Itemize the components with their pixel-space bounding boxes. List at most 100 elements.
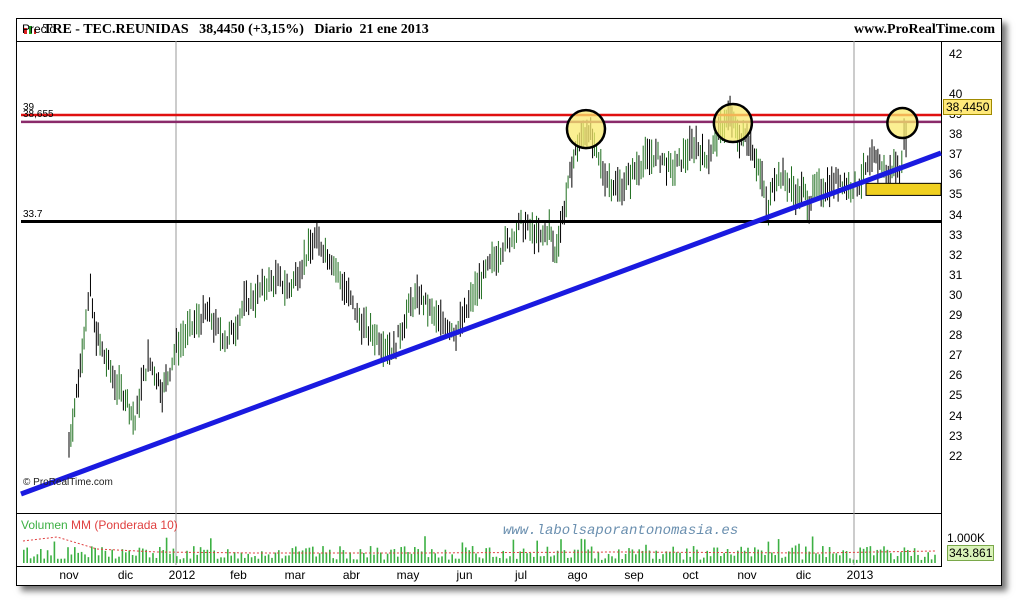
volume-bar (482, 558, 484, 563)
volume-bar (36, 554, 39, 563)
level-label: 38,655 (23, 108, 54, 120)
volume-bar (798, 543, 800, 563)
volume-bar (271, 557, 273, 563)
volume-tick-last: 343.861 (947, 545, 995, 561)
volume-bar (227, 549, 229, 563)
volume-bar (550, 556, 552, 563)
volume-bar (665, 551, 668, 563)
volume-bar (529, 553, 532, 563)
volume-bar (206, 549, 209, 563)
volume-bar (604, 558, 606, 563)
volume-bar (652, 558, 654, 563)
volume-bar (726, 549, 729, 563)
volume-bar (162, 550, 164, 563)
volume-bar (451, 554, 453, 563)
volume-bar (760, 550, 763, 563)
price-bars (68, 95, 907, 458)
volume-bar (342, 550, 345, 563)
volume-bar (233, 552, 236, 563)
volume-bar (410, 553, 413, 563)
volume-bar (696, 549, 698, 563)
volume-bar (526, 553, 528, 563)
volume-bar (774, 555, 776, 563)
volume-bar (373, 554, 375, 563)
volume-bar (250, 557, 253, 563)
copyright-label: © ProRealTime.com (23, 477, 113, 488)
volume-bar (485, 548, 487, 563)
volume-bar (896, 556, 899, 563)
brand-link[interactable]: www.ProRealTime.com (853, 22, 995, 37)
x-tick-label: 2012 (168, 568, 196, 582)
x-tick-label: feb (230, 568, 247, 582)
volume-bar (611, 556, 613, 563)
volume-bar (335, 559, 338, 563)
volume-bar (77, 552, 79, 563)
volume-bar (672, 546, 674, 563)
x-tick-label: may (396, 568, 420, 582)
volume-bar (121, 549, 124, 563)
y-tick-label: 32 (949, 247, 963, 262)
level-label: 33.7 (23, 208, 43, 220)
y-tick-label: 42 (949, 46, 963, 61)
volume-bar (907, 549, 909, 563)
volume-bar (539, 556, 542, 563)
volume-bar (84, 554, 86, 563)
volume-bar (777, 539, 780, 563)
volume-bar (414, 547, 416, 563)
volume-bar (305, 548, 307, 563)
volume-bar (822, 546, 824, 563)
y-tick-label: 38 (949, 127, 963, 142)
x-tick-label: ago (567, 568, 588, 582)
volume-bar (237, 558, 239, 563)
volume-bar (63, 558, 66, 563)
volume-bar (475, 553, 477, 563)
volume-bar (50, 555, 52, 563)
x-tick-label: nov (737, 568, 757, 582)
volume-bar (546, 546, 549, 563)
volume-bar (713, 547, 715, 563)
volume-bar (584, 539, 586, 563)
volume-bar (261, 551, 263, 563)
y-tick-label: 26 (949, 368, 963, 383)
volume-bar (614, 558, 617, 563)
volume-bar (46, 550, 49, 563)
volume-bar (216, 558, 219, 563)
volume-bar (648, 550, 651, 563)
volume-bar (179, 559, 181, 563)
x-tick-label: 2013 (846, 568, 874, 582)
volume-bar (859, 547, 861, 563)
price-panel-label: Precio (22, 22, 57, 36)
volume-bar (29, 558, 32, 563)
volume-bar (346, 558, 348, 563)
volume-bar (104, 550, 107, 563)
volume-bar (662, 554, 664, 563)
volume-bar (686, 548, 688, 563)
volume-bar (356, 559, 358, 563)
volume-bar (716, 547, 719, 563)
volume-bar (590, 546, 593, 563)
volume-bar (390, 549, 392, 563)
volume-bar (720, 556, 722, 563)
volume-bar (556, 550, 559, 563)
volume-bar (675, 552, 678, 563)
volume-bar (828, 547, 831, 563)
volume-bar (267, 554, 270, 563)
volume-bar (186, 550, 188, 563)
watermark-site: www.labolsaporantonomasia.es (503, 523, 739, 539)
volume-bar (737, 550, 739, 563)
volume-bar (781, 557, 783, 563)
volume-bar (437, 557, 440, 563)
volume-bar (478, 557, 481, 563)
level-label: 39 (23, 102, 35, 113)
volume-bar (329, 549, 331, 563)
volume-bar (655, 550, 657, 563)
volume-bar (60, 558, 62, 563)
volume-bar (754, 547, 756, 563)
support-zone (865, 182, 942, 196)
volume-bar (794, 545, 797, 563)
volume-bar (383, 559, 385, 563)
volume-bar (842, 550, 844, 563)
volume-bar (223, 557, 226, 563)
volume-bar (563, 550, 566, 563)
volume-bar (291, 548, 294, 563)
